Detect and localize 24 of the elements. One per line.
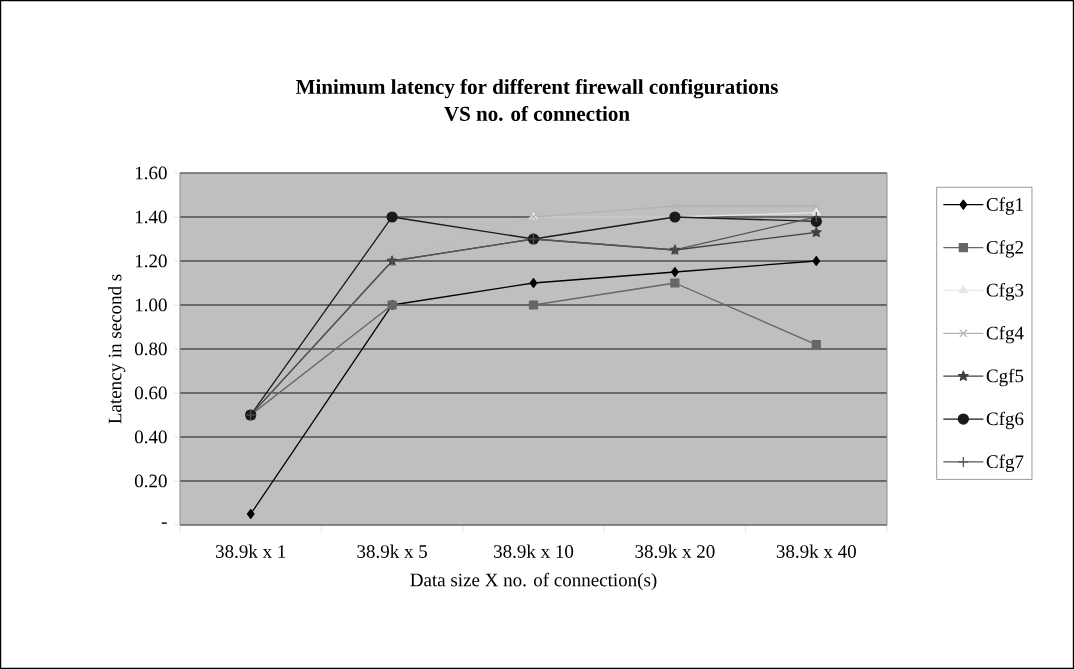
legend-label: Cfg2: [986, 240, 1023, 258]
y-tick-label: 1.40: [135, 210, 167, 224]
x-tick-label: 38.9k x 40: [776, 544, 856, 558]
x-tick-label: 38.9k x 10: [494, 544, 574, 558]
y-tick-label: 1.00: [135, 298, 167, 312]
legend-label: Cfg4: [986, 325, 1024, 344]
chart-title: Minimum latency for different firewall configurations VS no. of connection: [296, 78, 778, 122]
legend-label: Cfg3: [986, 283, 1024, 301]
y-tick-label: 0.20: [134, 474, 167, 488]
x-tick-label: 38.9k x 5: [357, 544, 427, 558]
y-axis-title: Latency in second s: [108, 274, 126, 424]
y-tick-label: -: [161, 522, 167, 524]
x-tick-label: 38.9k x 1: [215, 544, 286, 558]
legend-label: Cfg1: [986, 197, 1023, 215]
y-tick-label: 0.60: [134, 386, 167, 400]
x-tick-label: 38.9k x 20: [635, 544, 715, 558]
y-tick-label: 1.60: [135, 166, 167, 180]
y-tick-label: 1.20: [135, 254, 167, 268]
y-tick-label: 0.40: [134, 430, 167, 444]
legend-label: Cfg6: [986, 411, 1024, 430]
x-axis-title: Data size X no. of connection(s): [410, 572, 657, 591]
legend-label: Cgf5: [986, 368, 1024, 387]
y-tick-label: 0.80: [134, 342, 167, 356]
legend-label: Cfg7: [986, 454, 1024, 472]
